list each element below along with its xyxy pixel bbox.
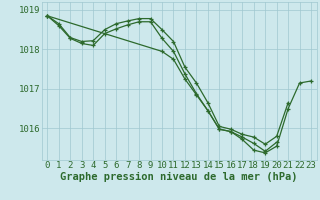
X-axis label: Graphe pression niveau de la mer (hPa): Graphe pression niveau de la mer (hPa) bbox=[60, 172, 298, 182]
